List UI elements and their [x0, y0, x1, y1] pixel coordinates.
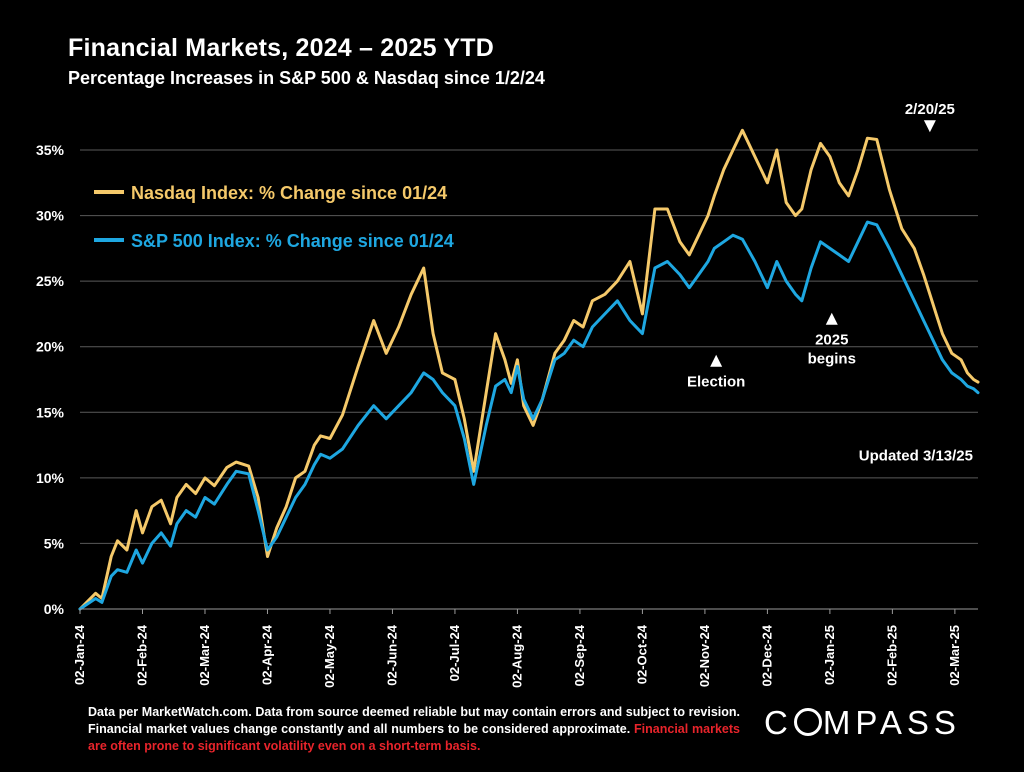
x-tick-label: 02-Oct-24: [634, 624, 649, 684]
x-tick-label: 02-Mar-24: [197, 624, 212, 685]
y-tick-label: 5%: [44, 535, 65, 551]
x-tick-label: 02-Jan-24: [72, 624, 87, 685]
x-tick-label: 02-Jan-25: [822, 625, 837, 685]
footer-warning: Financial markets are often prone to sig…: [88, 722, 740, 753]
chart-subtitle: Percentage Increases in S&P 500 & Nasdaq…: [68, 68, 545, 88]
x-tick-label: 02-Apr-24: [259, 624, 274, 685]
x-tick-label: 02-Aug-24: [509, 624, 524, 688]
y-tick-label: 15%: [36, 404, 65, 420]
y-tick-label: 25%: [36, 273, 65, 289]
annotation-2025-begins-line: begins: [808, 351, 856, 368]
y-tick-label: 10%: [36, 470, 65, 486]
annotation-2025-begins: 2025 begins: [808, 332, 856, 368]
x-tick-label: 02-Feb-24: [134, 624, 149, 685]
annotation-election: Election: [687, 374, 745, 391]
x-tick-label: 02-Dec-24: [759, 624, 774, 686]
y-tick-label: 0%: [44, 601, 65, 617]
legend-nasdaq-label: Nasdaq Index: % Change since 01/24: [131, 183, 447, 203]
x-tick-label: 02-Jul-24: [447, 624, 462, 681]
annotation-2-20-25-arrow: [923, 120, 936, 133]
annotation-2-20-25: 2/20/25: [905, 101, 955, 118]
annotation-2025-begins-arrow: [825, 312, 838, 325]
compass-logo: C MPASS: [764, 704, 961, 742]
footer-disclaimer: Data per MarketWatch.com. Data from sour…: [88, 704, 740, 755]
annotation-2025-begins-line: 2025: [815, 332, 848, 349]
nasdaq-line: [78, 128, 980, 611]
x-tick-label: 02-Sep-24: [572, 624, 587, 686]
x-tick-label: 02-Mar-25: [947, 625, 962, 686]
logo-right: MPASS: [822, 704, 961, 741]
y-tick-label: 30%: [36, 208, 65, 224]
footer-text: Data per MarketWatch.com. Data from sour…: [88, 705, 740, 736]
chart-title: Financial Markets, 2024 – 2025 YTD: [68, 34, 495, 62]
y-tick-label: 20%: [36, 339, 65, 355]
x-tick-label: 02-Jun-24: [384, 624, 399, 685]
line-chart: 0% 5% 10% 15% 20% 25% 30% 35% 02-Jan-24 02-Feb-24…: [36, 101, 980, 688]
annotation-election-line: Election: [687, 374, 745, 391]
annotation-updated-3-13-25: Updated 3/13/25: [859, 448, 973, 465]
logo-o-ring: [793, 708, 822, 736]
legend-sp500-label: S&P 500 Index: % Change since 01/24: [131, 231, 454, 251]
annotation-election-arrow: [710, 354, 723, 367]
logo-left: C: [764, 704, 793, 741]
x-tick-label: 02-May-24: [322, 624, 337, 688]
y-tick-label: 35%: [36, 142, 65, 158]
x-tick-label: 02-Nov-24: [697, 624, 712, 687]
sp500-line: [78, 220, 980, 611]
x-tick-label: 02-Feb-25: [884, 625, 899, 686]
